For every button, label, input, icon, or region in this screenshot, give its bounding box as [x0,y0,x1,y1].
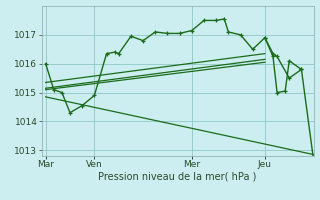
X-axis label: Pression niveau de la mer( hPa ): Pression niveau de la mer( hPa ) [99,172,257,182]
